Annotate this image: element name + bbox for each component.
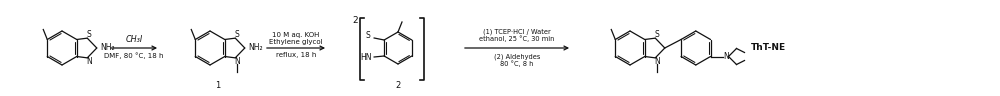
- Text: S: S: [655, 30, 660, 39]
- Text: (1) TCEP·HCl / Water: (1) TCEP·HCl / Water: [483, 29, 551, 35]
- Text: 80 °C, 8 h: 80 °C, 8 h: [500, 60, 534, 67]
- Text: N: N: [654, 57, 660, 66]
- Text: 1: 1: [215, 81, 221, 90]
- Text: reflux, 18 h: reflux, 18 h: [276, 52, 316, 58]
- Text: 10 M aq. KOH: 10 M aq. KOH: [272, 32, 320, 38]
- Text: ThT-NE: ThT-NE: [751, 43, 786, 53]
- Text: HN: HN: [361, 53, 372, 62]
- Text: N: N: [724, 52, 729, 61]
- Text: NH₂: NH₂: [248, 43, 262, 53]
- Text: S: S: [235, 30, 240, 39]
- Text: (2) Aldehydes: (2) Aldehydes: [494, 53, 540, 60]
- Text: ethanol, 25 °C, 30 min: ethanol, 25 °C, 30 min: [479, 35, 555, 42]
- Text: DMF, 80 °C, 18 h: DMF, 80 °C, 18 h: [104, 52, 164, 59]
- Text: 2: 2: [395, 81, 401, 90]
- Text: CH₃I: CH₃I: [125, 35, 143, 44]
- Text: N: N: [234, 57, 240, 66]
- Text: S: S: [365, 31, 370, 41]
- Text: N: N: [86, 57, 92, 66]
- Text: S: S: [87, 30, 92, 39]
- Text: 2: 2: [353, 16, 358, 25]
- Text: NH₂: NH₂: [100, 43, 114, 53]
- Text: Ethylene glycol: Ethylene glycol: [269, 39, 323, 45]
